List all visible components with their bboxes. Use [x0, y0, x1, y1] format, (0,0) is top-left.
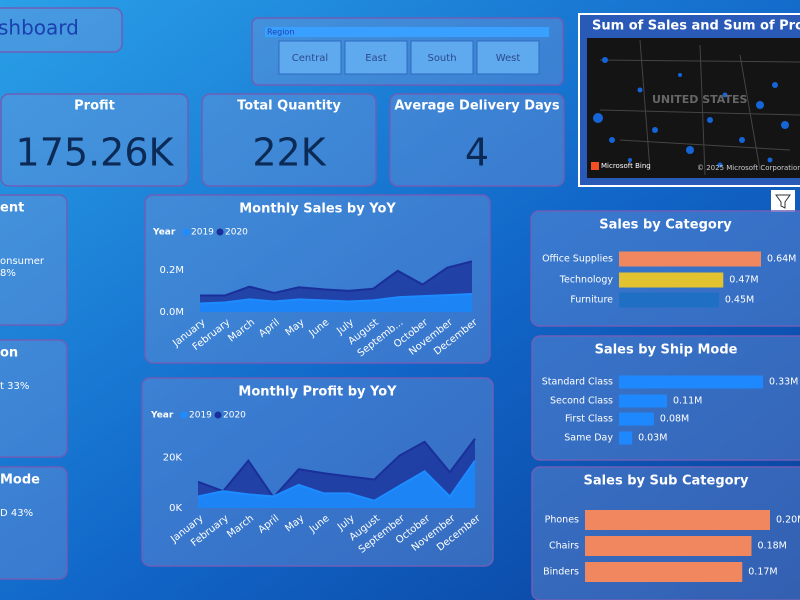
legend-label: 2019 — [189, 411, 212, 421]
category-label: Standard Class — [542, 377, 613, 388]
chart-panel — [144, 194, 491, 364]
bar — [619, 251, 761, 267]
chart-title: Monthly Sales by YoY — [239, 202, 396, 217]
kpi-card — [389, 93, 565, 187]
category-label: Office Supplies — [542, 254, 613, 265]
bar — [619, 292, 719, 308]
filter-button[interactable] — [771, 190, 795, 212]
category-label: Binders — [543, 567, 579, 578]
slicer-header — [265, 27, 549, 37]
y-tick-label: 0.0M — [159, 307, 184, 318]
value-label: 0.18M — [758, 541, 787, 552]
map-bubbles — [593, 57, 789, 168]
slicer-option-label: Central — [292, 53, 328, 64]
series-line — [200, 260, 473, 297]
legend-marker — [214, 411, 222, 419]
side-panel — [0, 194, 68, 326]
bar — [585, 510, 770, 530]
category-label: Chairs — [549, 541, 579, 552]
map-country: UNITED STATES — [652, 93, 747, 106]
slicer-option[interactable] — [410, 40, 474, 75]
map-copyright: © 2025 Microsoft Corporation — [697, 164, 800, 172]
y-tick-label: 20K — [163, 453, 183, 464]
value-label: 0.20M — [776, 515, 800, 526]
category-label: Technology — [559, 275, 614, 286]
category-label: Furniture — [570, 295, 613, 306]
side-panel-text: 8% — [0, 268, 16, 279]
slicer-option[interactable] — [476, 40, 540, 75]
map-provider: Microsoft Bing — [601, 162, 651, 170]
slicer-title: Region — [267, 28, 294, 37]
series-line — [197, 438, 476, 500]
legend-label: 2019 — [191, 228, 214, 238]
value-label: 0.45M — [725, 295, 754, 306]
chart-title: Sales by Category — [599, 218, 732, 233]
bar — [619, 394, 667, 408]
legend-title: Year — [150, 411, 174, 421]
legend-marker — [180, 411, 188, 419]
side-panel-title: Mode — [0, 473, 40, 488]
kpi-label: Total Quantity — [237, 99, 341, 114]
y-tick-label: 0.2M — [159, 265, 184, 276]
slicer-option-label: East — [365, 53, 387, 64]
legend-label: 2020 — [225, 228, 248, 238]
side-panel — [0, 339, 68, 458]
value-label: 0.47M — [729, 275, 758, 286]
kpi-label: Profit — [74, 99, 115, 114]
bar — [619, 272, 724, 288]
map-title: Sum of Sales and Sum of Profit by — [592, 19, 800, 34]
series-line — [197, 460, 476, 502]
map-borders — [599, 39, 800, 176]
value-label: 0.17M — [748, 567, 777, 578]
side-panel-text: D 43% — [0, 508, 33, 519]
chart-title: Monthly Profit by YoY — [238, 385, 397, 400]
y-tick-label: 0K — [169, 503, 182, 514]
value-label: 0.33M — [769, 377, 798, 388]
bing-logo — [591, 162, 599, 170]
slicer-option[interactable] — [278, 40, 342, 75]
value-label: 0.03M — [638, 433, 667, 444]
legend-marker — [182, 228, 190, 236]
chart-panel — [530, 210, 800, 327]
value-label: 0.08M — [660, 414, 689, 425]
side-panel-text: t 33% — [0, 381, 29, 392]
slicer-option-label: West — [496, 53, 521, 64]
map — [587, 38, 800, 178]
bar — [619, 431, 633, 445]
area-fill — [200, 294, 472, 312]
category-label: First Class — [565, 414, 613, 425]
category-label: Second Class — [550, 396, 613, 407]
side-panel-title: ent — [0, 201, 24, 216]
side-panel-text: onsumer — [0, 256, 45, 267]
kpi-value: 175.26K — [16, 131, 175, 175]
chart-title: Sales by Ship Mode — [595, 343, 738, 358]
bar — [585, 536, 752, 556]
value-label: 0.64M — [767, 254, 796, 265]
legend-marker — [216, 228, 224, 236]
slicer-option-label: South — [427, 53, 456, 64]
bar — [585, 562, 743, 582]
title-box — [0, 7, 123, 53]
series-line — [199, 293, 473, 305]
category-label: Same Day — [564, 433, 613, 444]
page-title: shboard — [0, 16, 79, 40]
chart-title: Sales by Sub Category — [584, 474, 749, 489]
kpi-card — [201, 93, 377, 187]
kpi-label: Average Delivery Days — [394, 99, 560, 114]
bar — [619, 375, 763, 389]
value-label: 0.11M — [673, 396, 702, 407]
side-panel-title: on — [0, 346, 18, 361]
slicer-options: Central East South West — [278, 40, 540, 75]
legend-title: Year — [152, 228, 176, 238]
kpi-value: 22K — [252, 131, 326, 175]
category-label: Phones — [545, 515, 579, 526]
bar — [619, 412, 654, 426]
side-panel — [0, 466, 68, 580]
slicer-option[interactable] — [344, 40, 408, 75]
kpi-value: 4 — [465, 131, 489, 175]
kpi-card — [0, 93, 189, 187]
legend-label: 2020 — [223, 411, 246, 421]
filter-icon — [775, 194, 791, 209]
